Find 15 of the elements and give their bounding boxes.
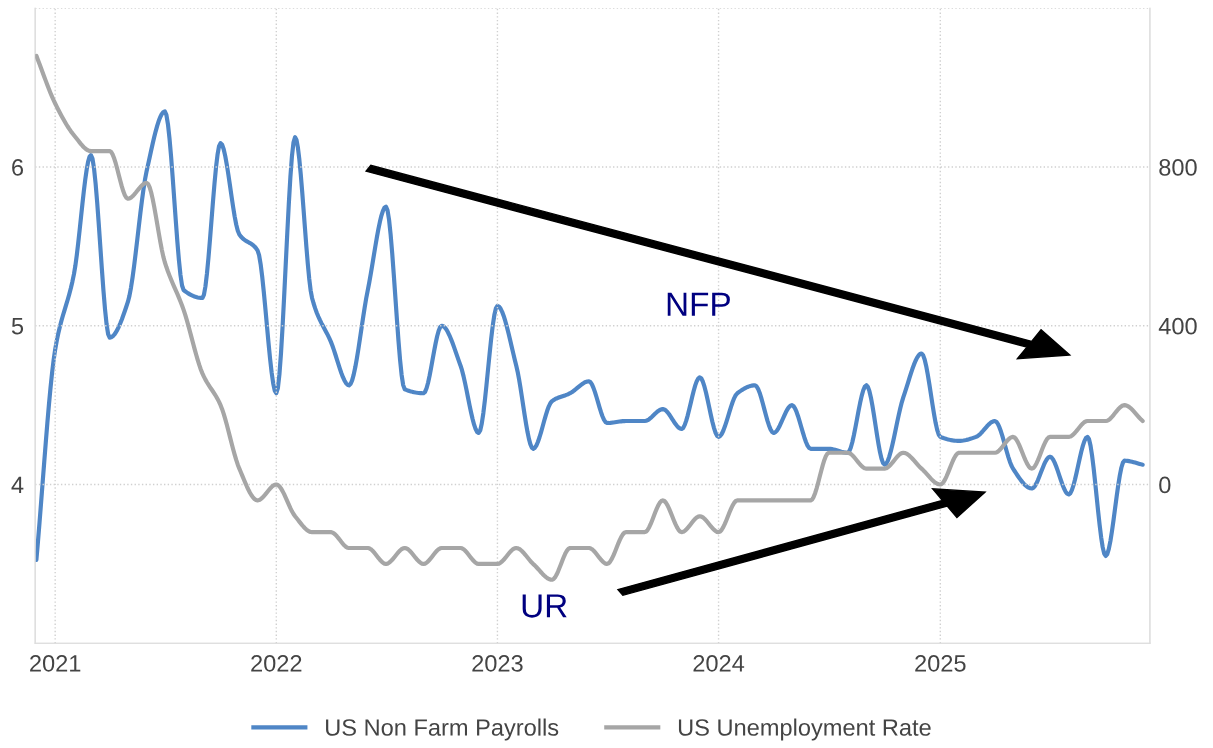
annotation: NFP <box>667 292 730 316</box>
x-tick-label: 2024 <box>693 655 745 672</box>
legend-label: US Non Farm Payrolls <box>326 718 559 741</box>
x-tick-label: 2023 <box>472 655 523 672</box>
legend-label: US Unemployment Rate <box>678 718 931 741</box>
y-tick-label: 5 <box>11 318 24 335</box>
y-tick-label: 4 <box>11 476 24 494</box>
y2-tick-label: 0 <box>1159 476 1171 494</box>
y-tick-label: 6 <box>12 159 24 176</box>
x-tick-label: 2022 <box>251 655 302 672</box>
x-tick-label: 2025 <box>915 655 966 672</box>
x-tick-label: 2021 <box>30 655 81 672</box>
annotation: UR <box>522 594 567 618</box>
y2-tick-label: 400 <box>1158 317 1197 335</box>
y2-tick-label: 800 <box>1159 159 1197 176</box>
